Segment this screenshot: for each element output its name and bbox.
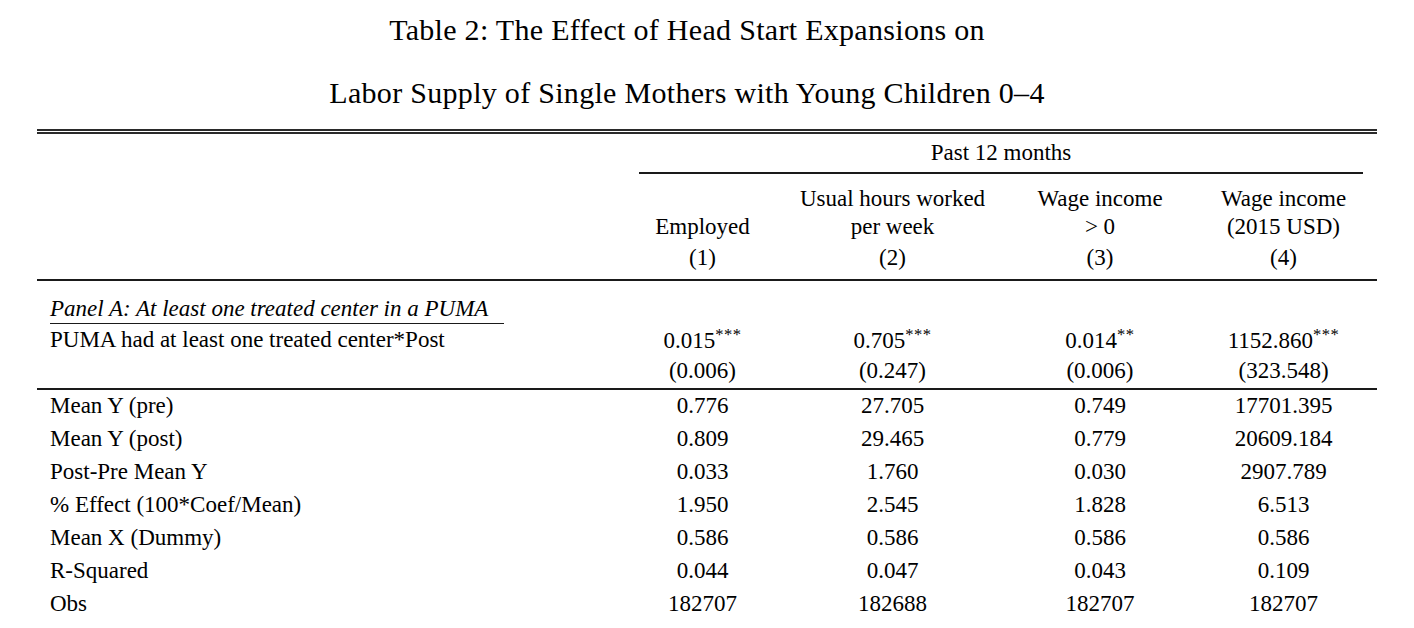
std-error-4: (323.548) [1190, 358, 1377, 389]
column-header-1: Employed (1) [630, 174, 775, 280]
stat-cell: 2907.789 [1190, 455, 1377, 488]
stat-row-label: Obs [37, 587, 630, 620]
stat-cell: 0.043 [1010, 554, 1190, 587]
stat-cell: 0.586 [630, 521, 775, 554]
spanner-spacer [37, 136, 630, 174]
stat-cell: 0.030 [1010, 455, 1190, 488]
stat-cell: 182707 [1190, 587, 1377, 620]
column-header-3: Wage income > 0 (3) [1010, 174, 1190, 280]
stat-cell: 20609.184 [1190, 422, 1377, 455]
std-error-spacer [37, 358, 630, 389]
coefficient-cell-1: 0.015*** [630, 322, 775, 358]
stat-cell: 182707 [630, 587, 775, 620]
stat-cell: 0.044 [630, 554, 775, 587]
table-title-line1: Table 2: The Effect of Head Start Expans… [0, 13, 1374, 47]
stat-cell: 0.809 [630, 422, 775, 455]
stat-cell: 1.950 [630, 488, 775, 521]
coefficient-value-1: 0.015 [663, 329, 715, 354]
coefficient-label: PUMA had at least one treated center*Pos… [37, 322, 630, 358]
stat-row-pct-effect: % Effect (100*Coef/Mean) 1.950 2.545 1.8… [37, 488, 1377, 521]
std-error-2: (0.247) [775, 358, 1010, 389]
stat-row-mean-x: Mean X (Dummy) 0.586 0.586 0.586 0.586 [37, 521, 1377, 554]
stat-row-mean-y-post: Mean Y (post) 0.809 29.465 0.779 20609.1… [37, 422, 1377, 455]
stat-cell: 0.749 [1010, 389, 1190, 422]
stat-row-obs: Obs 182707 182688 182707 182707 [37, 587, 1377, 620]
stat-row-mean-y-pre: Mean Y (pre) 0.776 27.705 0.749 17701.39… [37, 389, 1377, 422]
stat-cell: 17701.395 [1190, 389, 1377, 422]
coefficient-cell-2: 0.705*** [775, 322, 1010, 358]
column-header-3-line1: Wage income [1010, 185, 1190, 213]
table-title-line2: Labor Supply of Single Mothers with Youn… [0, 76, 1374, 110]
stat-row-label: Mean X (Dummy) [37, 521, 630, 554]
stat-cell: 0.586 [775, 521, 1010, 554]
std-error-row: (0.006) (0.247) (0.006) (323.548) [37, 358, 1377, 389]
coefficient-value-4: 1152.860 [1228, 329, 1313, 354]
column-header-2-line2: per week [775, 213, 1010, 241]
significance-stars-3: ** [1117, 325, 1135, 344]
stat-cell: 1.828 [1010, 488, 1190, 521]
column-header-2-number: (2) [775, 244, 1010, 272]
regression-table: Past 12 months Employed (1) Usual hours … [37, 136, 1377, 620]
header-spacer [37, 174, 630, 280]
stat-cell: 6.513 [1190, 488, 1377, 521]
stat-cell: 27.705 [775, 389, 1010, 422]
column-header-3-line2: > 0 [1010, 213, 1190, 241]
column-header-2: Usual hours worked per week (2) [775, 174, 1010, 280]
std-error-1: (0.006) [630, 358, 775, 389]
column-headers-row: Employed (1) Usual hours worked per week… [37, 174, 1377, 280]
stat-cell: 0.033 [630, 455, 775, 488]
stat-cell: 0.776 [630, 389, 775, 422]
stat-row-label: Post-Pre Mean Y [37, 455, 630, 488]
stat-row-post-pre-mean-y: Post-Pre Mean Y 0.033 1.760 0.030 2907.7… [37, 455, 1377, 488]
stat-cell: 182688 [775, 587, 1010, 620]
stat-cell: 0.047 [775, 554, 1010, 587]
coefficient-value-3: 0.014 [1065, 329, 1117, 354]
spanner-row: Past 12 months [37, 136, 1377, 174]
paper-page: Table 2: The Effect of Head Start Expans… [0, 0, 1414, 628]
column-header-1-line1: Employed [630, 213, 775, 241]
column-header-4-line1: Wage income [1190, 185, 1377, 213]
stat-row-label: Mean Y (post) [37, 422, 630, 455]
stat-cell: 0.109 [1190, 554, 1377, 587]
stat-cell: 0.586 [1010, 521, 1190, 554]
spanner-cell: Past 12 months [630, 136, 1377, 174]
stat-cell: 29.465 [775, 422, 1010, 455]
stat-cell: 0.779 [1010, 422, 1190, 455]
significance-stars-2: *** [905, 325, 931, 344]
column-header-3-number: (3) [1010, 244, 1190, 272]
coefficient-cell-3: 0.014** [1010, 322, 1190, 358]
spanner-rule: Past 12 months [639, 140, 1363, 174]
significance-stars-1: *** [715, 325, 741, 344]
spanner-label: Past 12 months [931, 140, 1072, 165]
column-header-4: Wage income (2015 USD) (4) [1190, 174, 1377, 280]
panel-a-row: Panel A: At least one treated center in … [37, 280, 1377, 322]
top-double-rule [37, 129, 1377, 134]
column-header-2-line1: Usual hours worked [775, 185, 1010, 213]
column-header-1-number: (1) [630, 244, 775, 272]
stat-row-label: R-Squared [37, 554, 630, 587]
panel-a-heading: Panel A: At least one treated center in … [50, 296, 504, 324]
column-header-4-number: (4) [1190, 244, 1377, 272]
column-header-4-line2: (2015 USD) [1190, 213, 1377, 241]
stat-row-r-squared: R-Squared 0.044 0.047 0.043 0.109 [37, 554, 1377, 587]
coefficient-cell-4: 1152.860*** [1190, 322, 1377, 358]
std-error-3: (0.006) [1010, 358, 1190, 389]
coefficient-value-2: 0.705 [853, 329, 905, 354]
stat-cell: 2.545 [775, 488, 1010, 521]
stat-row-label: % Effect (100*Coef/Mean) [37, 488, 630, 521]
stat-cell: 182707 [1010, 587, 1190, 620]
stat-row-label: Mean Y (pre) [37, 389, 630, 422]
significance-stars-4: *** [1313, 325, 1339, 344]
coefficient-row: PUMA had at least one treated center*Pos… [37, 322, 1377, 358]
stat-cell: 0.586 [1190, 521, 1377, 554]
panel-a-cell: Panel A: At least one treated center in … [37, 280, 1377, 322]
stat-cell: 1.760 [775, 455, 1010, 488]
